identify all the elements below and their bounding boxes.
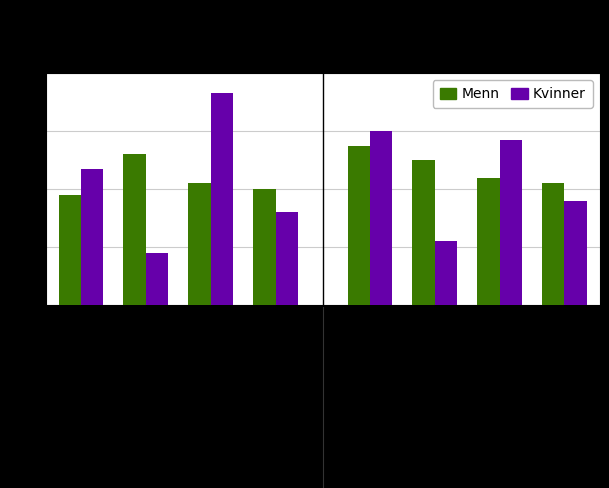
Bar [276,212,298,305]
Bar [348,145,370,305]
Bar [188,183,211,305]
Bar [565,201,587,305]
Bar [58,195,81,305]
Bar [211,94,233,305]
Bar [370,131,392,305]
Legend: Menn, Kvinner: Menn, Kvinner [432,80,593,108]
Bar [81,169,104,305]
Bar [146,253,168,305]
Bar [542,183,565,305]
Bar [253,189,276,305]
Bar [477,178,499,305]
Bar [124,154,146,305]
Bar [435,241,457,305]
Bar [499,140,522,305]
Bar [412,160,435,305]
